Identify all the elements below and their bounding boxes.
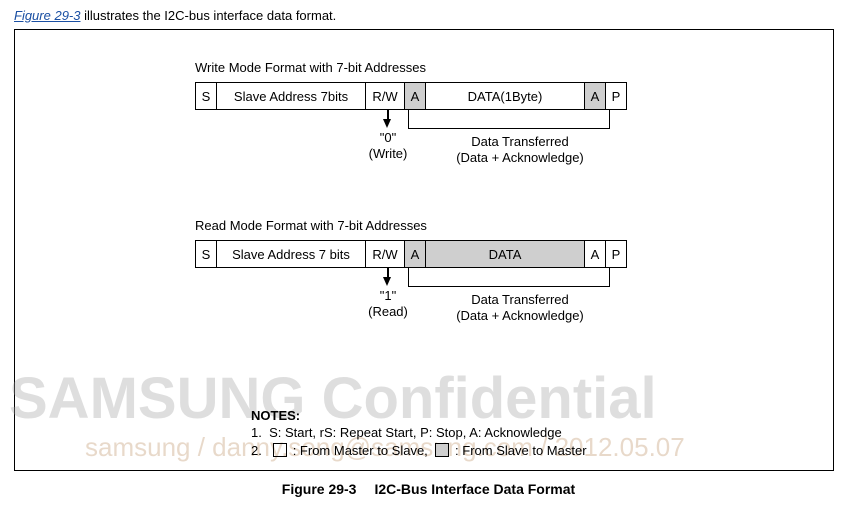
- read-rw-label: "1" (Read): [365, 288, 411, 319]
- legend-box-slave-to-master: [435, 443, 449, 457]
- write-rw-mode: (Write): [369, 146, 408, 161]
- diagram-frame: SAMSUNG Confidential samsung / danny.son…: [14, 29, 834, 471]
- write-title: Write Mode Format with 7-bit Addresses: [195, 60, 426, 75]
- read-row: SSlave Address 7 bitsR/WADATAAP: [195, 240, 627, 268]
- write-cell-5: A: [584, 82, 606, 110]
- read-transfer-1: Data Transferred: [471, 292, 569, 307]
- notes-line1-num: 1.: [251, 425, 262, 440]
- read-cell-2: R/W: [365, 240, 405, 268]
- figure-caption: Figure 29-3 I2C-Bus Interface Data Format: [14, 481, 843, 497]
- read-rw-arrow-head: [383, 277, 391, 286]
- watermark-large: SAMSUNG Confidential: [9, 365, 657, 432]
- read-cell-3: A: [404, 240, 426, 268]
- write-cell-0: S: [195, 82, 217, 110]
- read-cell-0: S: [195, 240, 217, 268]
- write-transfer-1: Data Transferred: [471, 134, 569, 149]
- read-cell-1: Slave Address 7 bits: [216, 240, 366, 268]
- read-cell-6: P: [605, 240, 627, 268]
- read-title: Read Mode Format with 7-bit Addresses: [195, 218, 427, 233]
- write-cell-6: P: [605, 82, 627, 110]
- intro-line: Figure 29-3 illustrates the I2C-bus inte…: [14, 8, 843, 23]
- read-cell-5: A: [584, 240, 606, 268]
- write-row: SSlave Address 7bitsR/WADATA(1Byte)AP: [195, 82, 627, 110]
- figure-link[interactable]: Figure 29-3: [14, 8, 80, 23]
- write-cell-2: R/W: [365, 82, 405, 110]
- write-bracket: [408, 110, 610, 129]
- write-cell-3: A: [404, 82, 426, 110]
- caption-right: I2C-Bus Interface Data Format: [374, 481, 575, 497]
- read-rw-mode: (Read): [368, 304, 408, 319]
- write-transfer-label: Data Transferred (Data + Acknowledge): [435, 134, 605, 167]
- notes-title: NOTES:: [251, 408, 300, 423]
- legend-box-master-to-slave: [273, 443, 287, 457]
- write-rw-label: "0" (Write): [365, 130, 411, 161]
- read-cell-4: DATA: [425, 240, 585, 268]
- read-transfer-label: Data Transferred (Data + Acknowledge): [435, 292, 605, 325]
- notes-line2-num: 2.: [251, 443, 262, 458]
- write-cell-4: DATA(1Byte): [425, 82, 585, 110]
- read-bracket: [408, 268, 610, 287]
- notes-line1: S: Start, rS: Repeat Start, P: Stop, A: …: [269, 425, 562, 440]
- write-rw-value: "0": [380, 130, 396, 145]
- notes-line2a: : From Master to Slave,: [293, 443, 428, 458]
- caption-left: Figure 29-3: [282, 481, 357, 497]
- intro-rest: illustrates the I2C-bus interface data f…: [80, 8, 336, 23]
- notes-body: 1. S: Start, rS: Repeat Start, P: Stop, …: [251, 424, 681, 459]
- read-rw-value: "1": [380, 288, 396, 303]
- notes-line2b: : From Slave to Master: [455, 443, 586, 458]
- write-rw-arrow-head: [383, 119, 391, 128]
- write-cell-1: Slave Address 7bits: [216, 82, 366, 110]
- write-transfer-2: (Data + Acknowledge): [456, 150, 584, 165]
- read-transfer-2: (Data + Acknowledge): [456, 308, 584, 323]
